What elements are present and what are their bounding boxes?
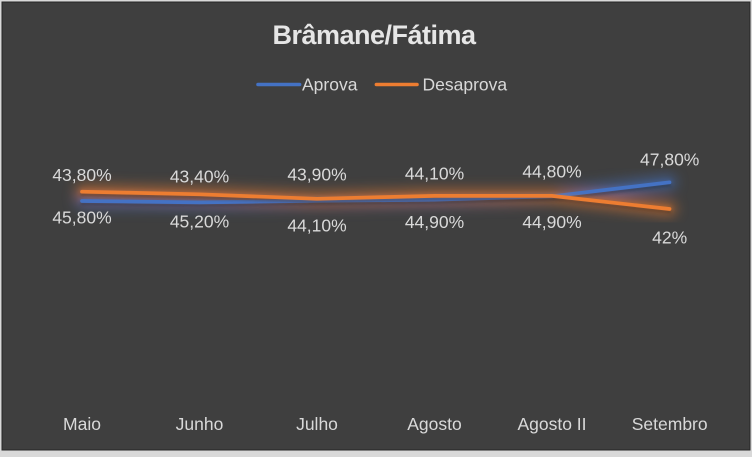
- svg-text:Brâmane/Fátima: Brâmane/Fátima: [272, 20, 477, 50]
- svg-text:42%: 42%: [652, 227, 687, 247]
- svg-text:45,80%: 45,80%: [52, 208, 111, 228]
- svg-text:44,10%: 44,10%: [405, 164, 464, 184]
- svg-text:Aprova: Aprova: [302, 75, 358, 95]
- svg-text:Desaprova: Desaprova: [423, 75, 508, 95]
- svg-text:Julho: Julho: [296, 414, 338, 434]
- svg-text:Setembro: Setembro: [632, 414, 708, 434]
- svg-text:44,90%: 44,90%: [405, 212, 464, 232]
- svg-text:Maio: Maio: [63, 414, 101, 434]
- svg-text:44,90%: 44,90%: [522, 212, 581, 232]
- svg-text:Agosto: Agosto: [407, 414, 461, 434]
- svg-text:44,10%: 44,10%: [287, 216, 346, 236]
- svg-text:43,40%: 43,40%: [170, 167, 229, 187]
- svg-text:Agosto II: Agosto II: [517, 414, 586, 434]
- svg-text:45,20%: 45,20%: [170, 211, 229, 231]
- svg-text:43,90%: 43,90%: [287, 164, 346, 184]
- svg-text:Junho: Junho: [176, 414, 224, 434]
- svg-text:47,80%: 47,80%: [640, 149, 699, 169]
- svg-text:44,80%: 44,80%: [522, 162, 581, 182]
- svg-text:43,80%: 43,80%: [52, 165, 111, 185]
